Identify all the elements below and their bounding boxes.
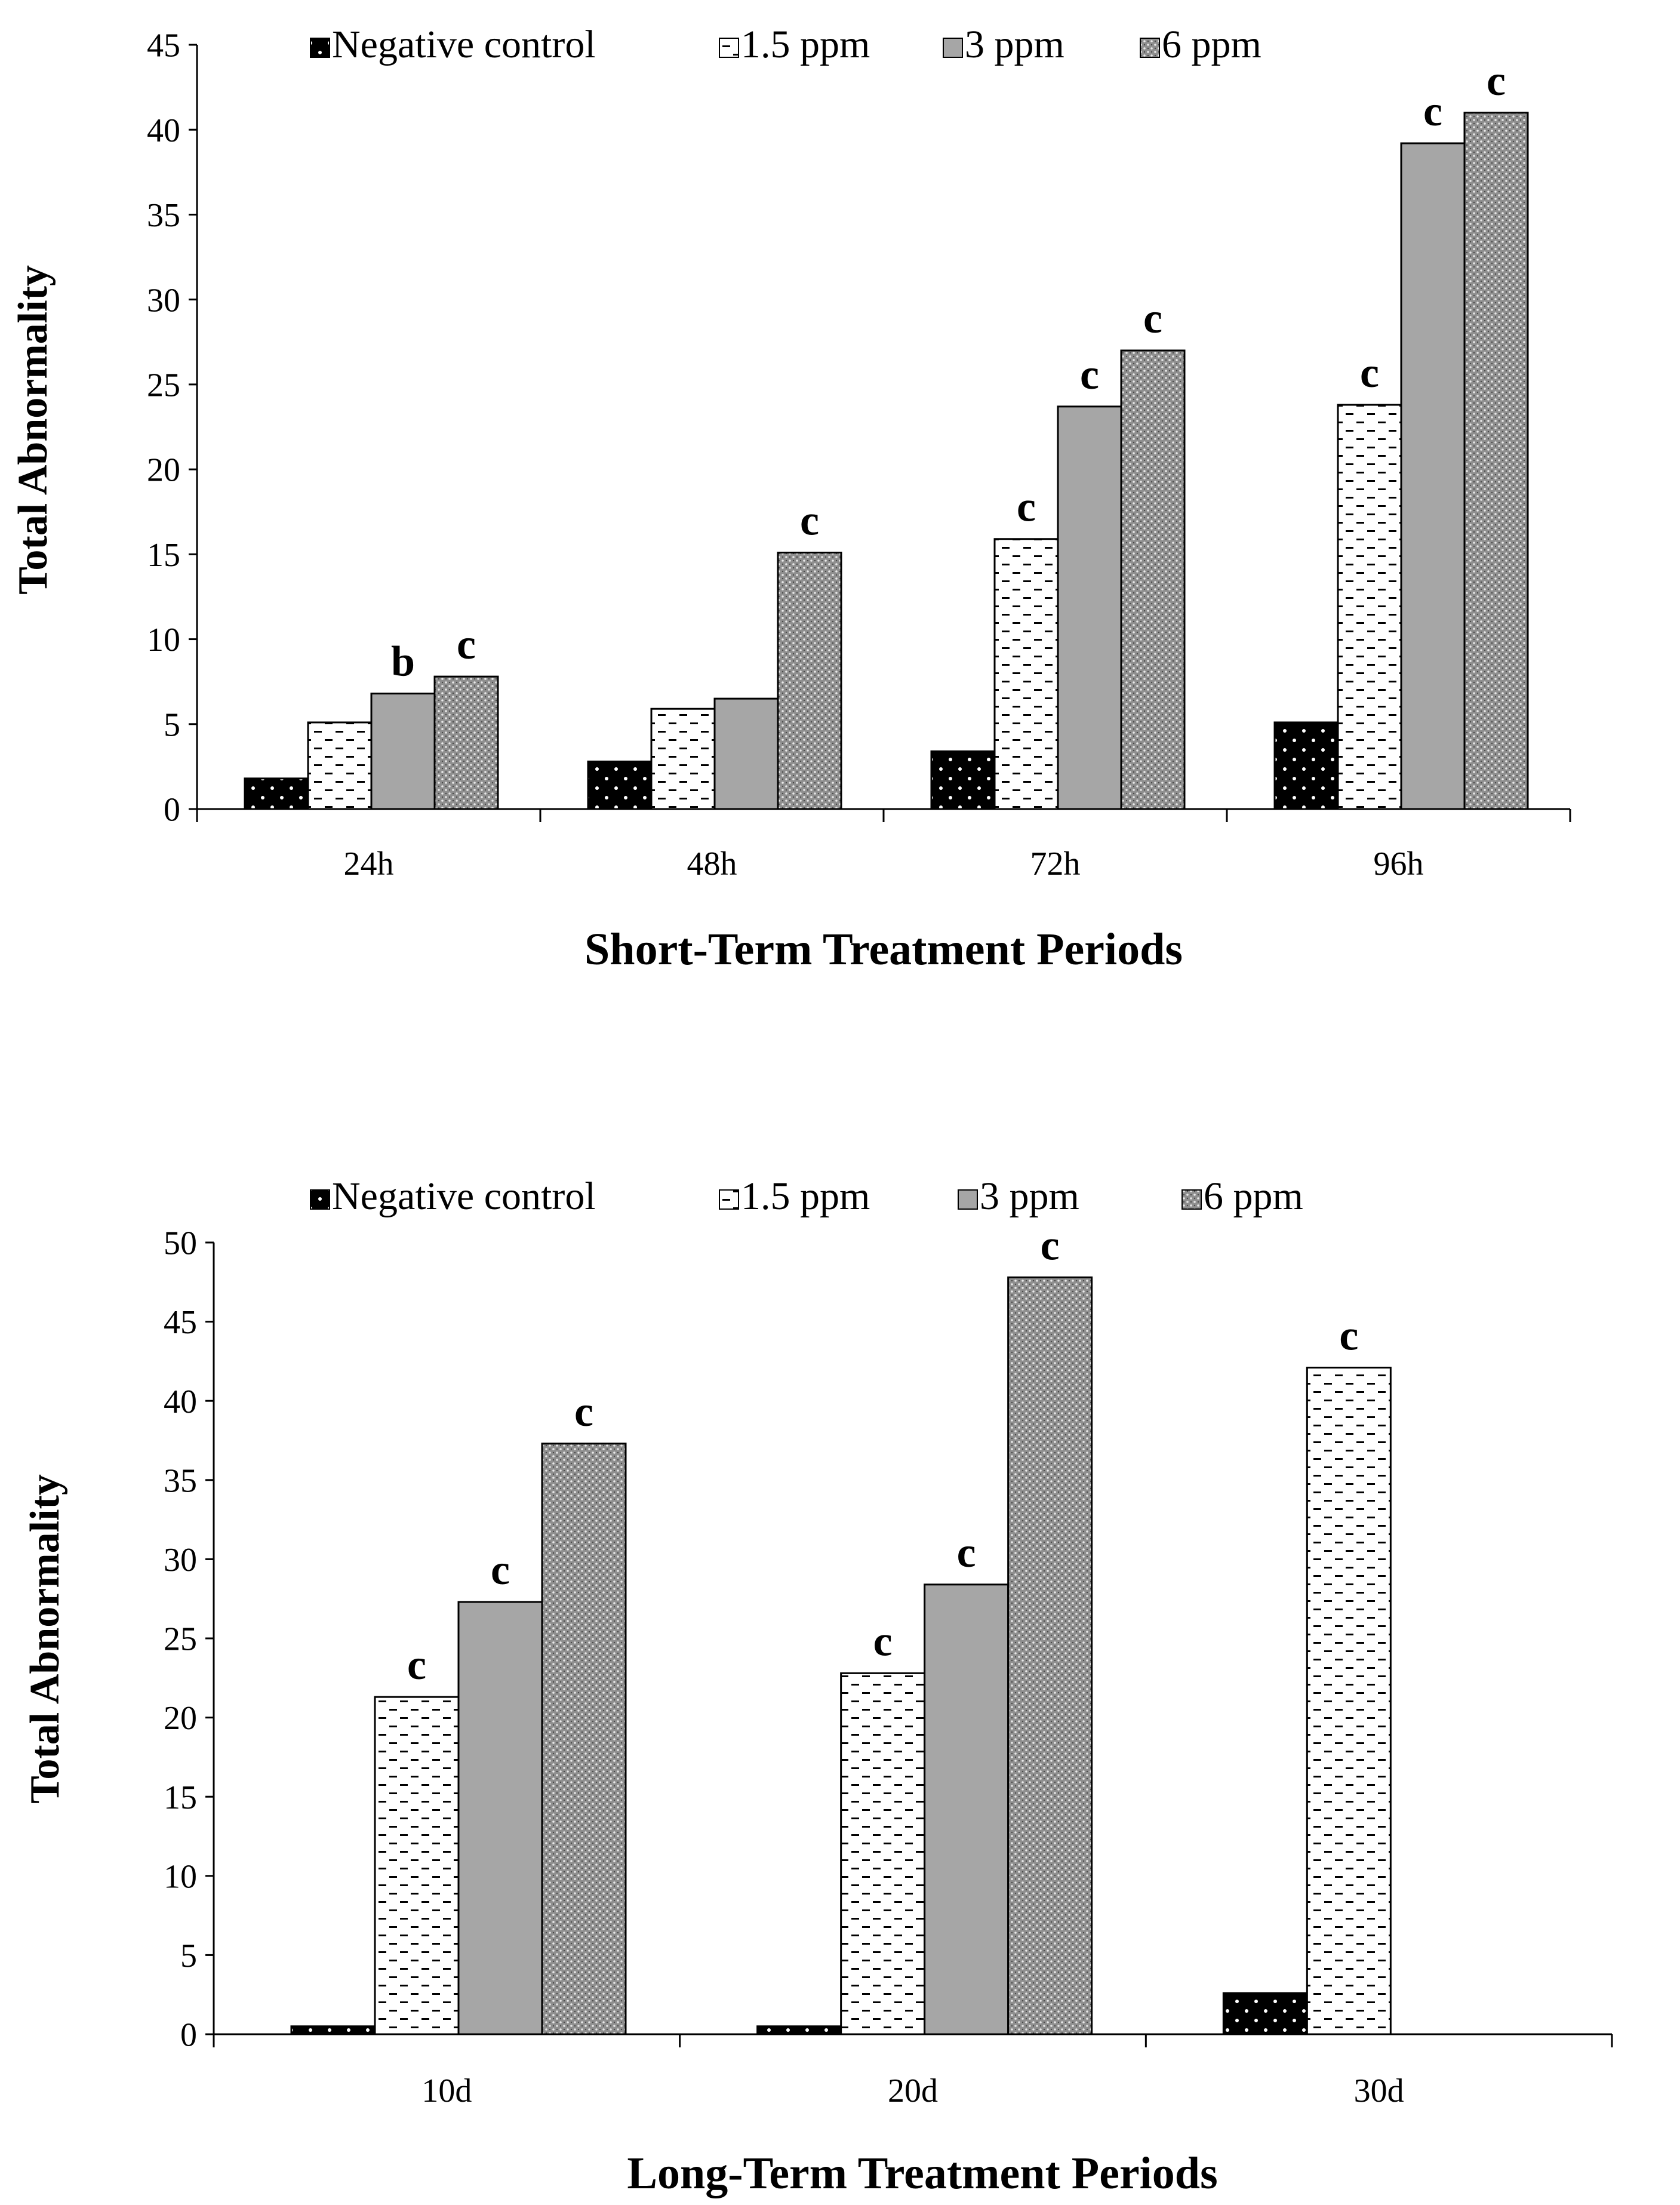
legend-swatch (1140, 38, 1160, 58)
x-tick-label: 24h (344, 845, 394, 882)
y-tick-label: 40 (164, 1383, 197, 1420)
bar (924, 1583, 1010, 2035)
bar (433, 675, 499, 810)
significance-label: c (1041, 1221, 1060, 1269)
x-axis-title: Short-Term Treatment Periods (584, 924, 1183, 974)
y-tick-label: 45 (147, 27, 180, 64)
legend-label: 1.5 ppm (741, 1174, 870, 1218)
significance-label: c (873, 1617, 893, 1665)
significance-label: c (574, 1388, 593, 1435)
bar (244, 777, 309, 810)
significance-label: c (1143, 294, 1162, 342)
bar (290, 2025, 376, 2035)
legend-swatch (943, 38, 963, 58)
x-tick-label: 10d (421, 2072, 472, 2109)
significance-label: c (1339, 1312, 1358, 1360)
legend-swatch (958, 1189, 978, 1210)
bar (713, 697, 779, 810)
y-tick-label: 30 (147, 282, 180, 319)
legend-label: 1.5 ppm (741, 23, 870, 66)
y-tick-label: 35 (164, 1462, 197, 1499)
significance-label: c (1423, 87, 1442, 135)
y-tick-label: 15 (164, 1779, 197, 1816)
bar (1120, 349, 1186, 810)
y-tick-label: 20 (164, 1700, 197, 1737)
legend-label: 6 ppm (1204, 1174, 1303, 1218)
y-tick-label: 0 (180, 2017, 197, 2054)
y-tick-label: 5 (180, 1938, 197, 1975)
bar (1007, 1276, 1093, 2035)
significance-label: c (407, 1641, 426, 1689)
x-tick-label: 72h (1030, 845, 1081, 882)
x-tick-label: 20d (888, 2072, 938, 2109)
x-axis-title: Long-Term Treatment Periods (627, 2148, 1217, 2198)
x-tick-label: 96h (1374, 845, 1424, 882)
significance-label: c (1360, 349, 1379, 396)
bar (1057, 405, 1122, 810)
significance-label: c (957, 1529, 976, 1576)
bar (1463, 112, 1529, 810)
legend-swatch (310, 38, 330, 58)
y-tick-label: 5 (164, 706, 180, 743)
bar (307, 721, 373, 810)
x-tick-label: 30d (1354, 2072, 1404, 2109)
legend-swatch (719, 38, 739, 58)
bar (840, 1672, 926, 2035)
y-tick-label: 35 (147, 197, 180, 234)
bar (1222, 1992, 1308, 2035)
bar (374, 1696, 460, 2035)
significance-label: c (457, 620, 476, 668)
legend-label: 6 ppm (1162, 23, 1261, 66)
long-term-chart: 0 5 10 15 20 25 30 35 40 45 50 10d c c c 20d c c c 30d c Nega… (22, 1174, 1613, 2198)
bar (930, 750, 996, 810)
y-tick-label: 40 (147, 112, 180, 149)
bar (457, 1601, 543, 2035)
bar (370, 693, 436, 810)
y-tick-label: 30 (164, 1542, 197, 1579)
legend-label: 3 ppm (980, 1174, 1079, 1218)
y-tick-label: 25 (164, 1621, 197, 1658)
legend-label: Negative control (332, 23, 596, 66)
bar (1273, 721, 1339, 810)
significance-label: c (1080, 350, 1099, 398)
y-axis-title: Total Abnormality (10, 265, 56, 595)
y-tick-label: 50 (164, 1225, 197, 1262)
significance-label: b (391, 638, 415, 685)
y-tick-label: 10 (164, 1858, 197, 1895)
bar (993, 538, 1059, 810)
y-axis-title: Total Abnormality (22, 1474, 68, 1804)
significance-label: c (1487, 57, 1506, 104)
significance-label: c (491, 1546, 510, 1594)
legend-swatch (719, 1189, 739, 1210)
bar (1400, 142, 1466, 810)
y-tick-label: 25 (147, 367, 180, 404)
bar (1306, 1367, 1392, 2035)
bar (1337, 404, 1402, 810)
bar (777, 551, 842, 810)
legend-label: 3 ppm (965, 23, 1064, 66)
significance-label: c (800, 496, 819, 544)
y-tick-label: 0 (164, 792, 180, 829)
bar (756, 2025, 842, 2035)
legend-label: Negative control (332, 1174, 596, 1218)
y-tick-label: 45 (164, 1304, 197, 1341)
legend-swatch (310, 1189, 330, 1210)
x-tick-label: 48h (687, 845, 737, 882)
legend-swatch (1181, 1189, 1202, 1210)
significance-label: c (1017, 483, 1036, 531)
y-tick-label: 20 (147, 452, 180, 489)
y-tick-label: 10 (147, 622, 180, 659)
bar (650, 708, 716, 810)
bar (541, 1443, 627, 2035)
y-tick-label: 15 (147, 537, 180, 574)
bar (587, 760, 653, 810)
